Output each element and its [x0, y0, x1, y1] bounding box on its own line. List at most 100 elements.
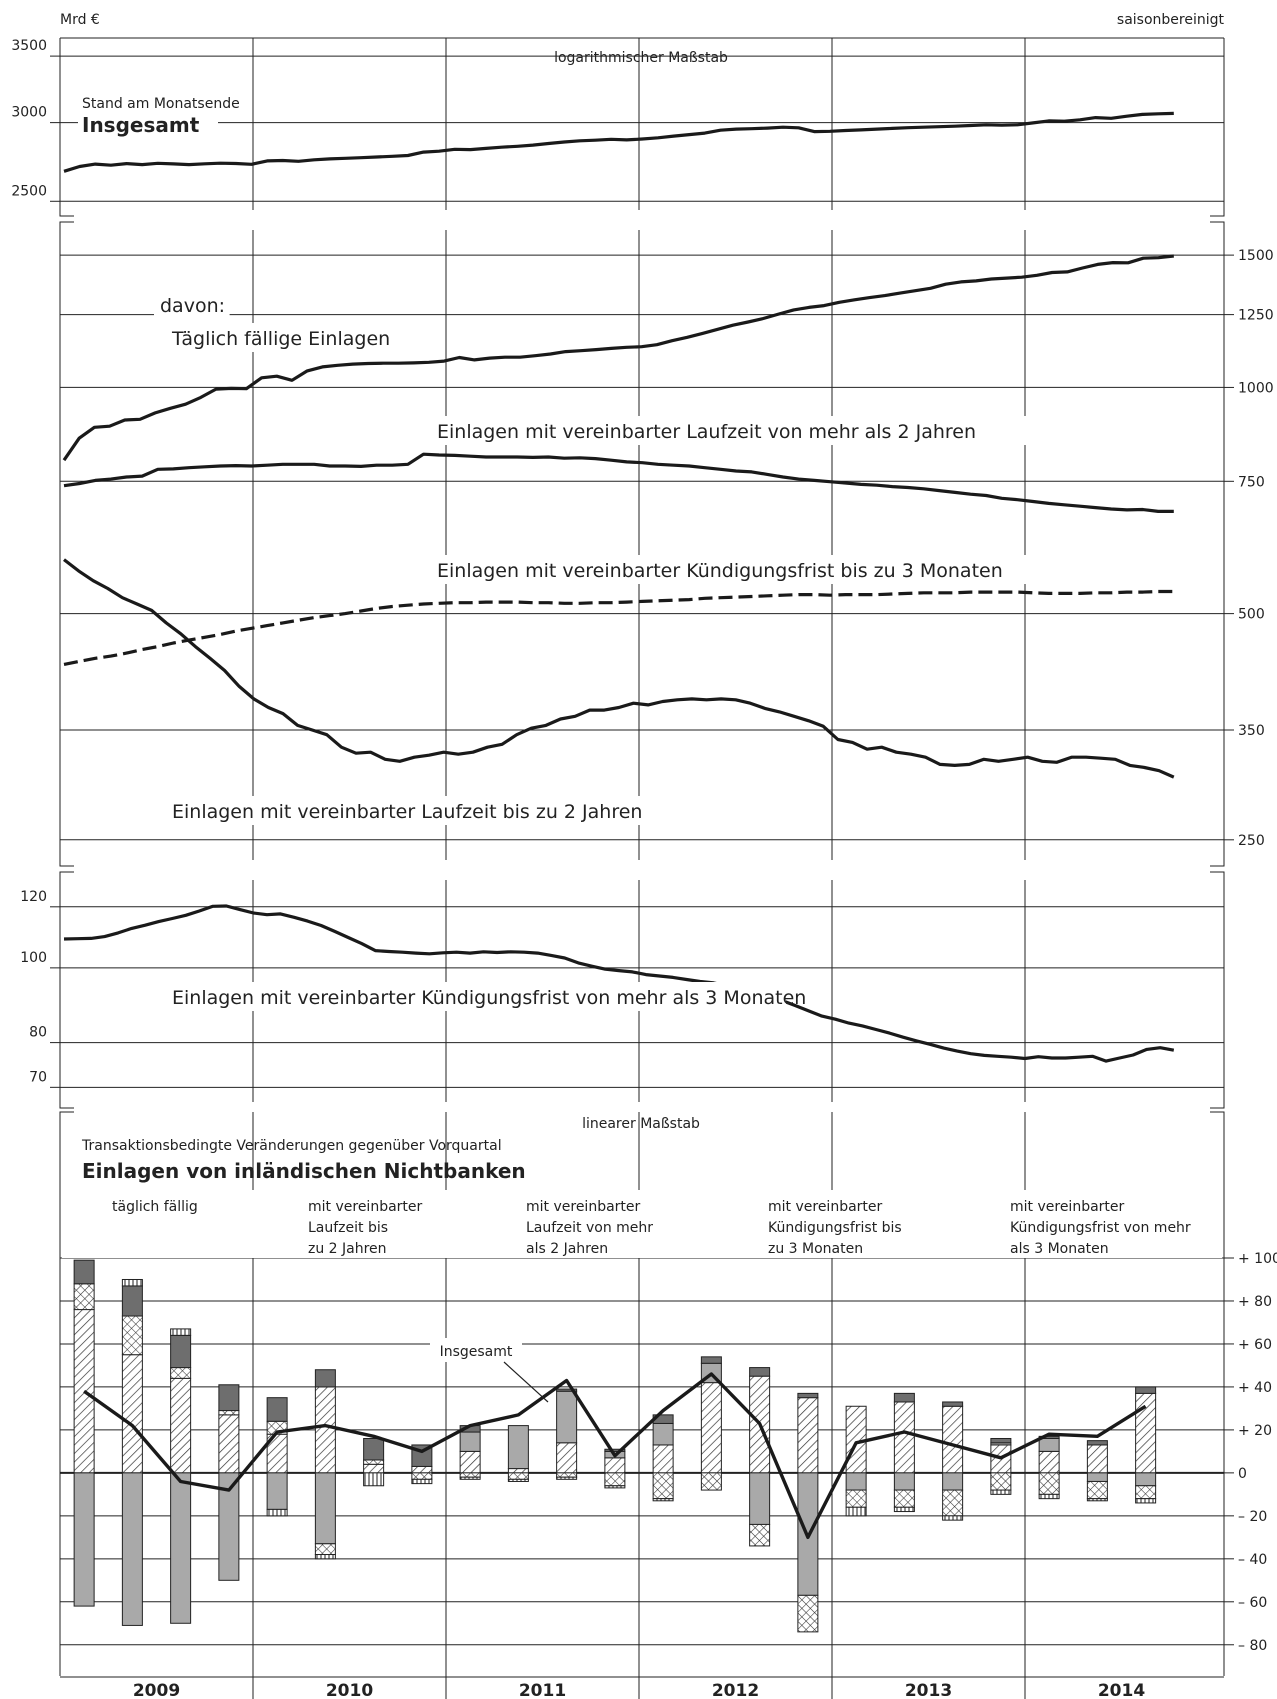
bar-segment: [1135, 1392, 1157, 1474]
bar-segment: [1135, 1386, 1157, 1394]
panel-corner: [59, 208, 74, 217]
bar-segment: [652, 1444, 674, 1474]
bar-segment: [990, 1472, 1012, 1491]
series-line: [63, 904, 1175, 1063]
bar-segment: [749, 1523, 771, 1547]
bar-segment: [411, 1478, 433, 1485]
label-backdrop: [166, 796, 708, 825]
bar-segment: [652, 1498, 674, 1502]
unit-label: Mrd €: [60, 12, 100, 28]
series-line: [63, 589, 1174, 666]
series-line: [63, 452, 1174, 513]
series-label-notice-short: Einlagen mit vereinbarter Kündigungsfris…: [437, 560, 1003, 582]
year-label: 2011: [519, 1681, 566, 1699]
series-line: [63, 558, 1175, 779]
bar-segment: [797, 1392, 819, 1399]
y-tick-label: 120: [20, 889, 47, 905]
bar-segment: [170, 1472, 192, 1624]
bar-segment: [1135, 1472, 1157, 1487]
bar-segment: [942, 1515, 964, 1521]
series-line: [62, 254, 1174, 462]
y-tick-label: + 60: [1238, 1337, 1272, 1353]
y-tick-label: 750: [1238, 474, 1265, 490]
legend-label-line: als 3 Monaten: [1010, 1241, 1109, 1257]
y-tick-label: 3000: [11, 105, 47, 121]
legend-label-line: zu 3 Monaten: [768, 1241, 863, 1257]
legend-label-line: mit vereinbarter: [526, 1199, 641, 1215]
legend-label-line: Kündigungsfrist bis: [768, 1220, 902, 1236]
bar-segment: [604, 1485, 626, 1489]
bar-segment: [990, 1489, 1012, 1495]
bar-segment: [556, 1388, 578, 1392]
bar-segment: [652, 1422, 674, 1446]
panel-corner: [1210, 221, 1225, 230]
bar-segment: [990, 1437, 1012, 1444]
panel-corner: [59, 1111, 74, 1120]
bar-segment: [1038, 1493, 1060, 1500]
y-tick-label: – 80: [1238, 1638, 1267, 1654]
bar-segment: [121, 1472, 143, 1626]
total-label: Insgesamt: [440, 1344, 513, 1360]
bar-segment: [218, 1384, 240, 1412]
label-backdrop: [431, 416, 1037, 445]
bar-segment: [170, 1377, 192, 1474]
legend-label-line: täglich fällig: [112, 1199, 198, 1215]
y-tick-label: + 40: [1238, 1380, 1272, 1396]
bar-segment: [459, 1450, 481, 1474]
panel-corner: [1210, 208, 1225, 217]
bar-segment: [797, 1594, 819, 1633]
log-scale-label: logarithmischer Maßstab: [554, 50, 728, 66]
bar-segment: [121, 1278, 143, 1287]
bar-segment: [1086, 1440, 1108, 1446]
label-backdrop: [154, 290, 230, 319]
bar-segment: [942, 1489, 964, 1517]
legend-label-line: Kündigungsfrist von mehr: [1010, 1220, 1191, 1236]
bar-segment: [1135, 1498, 1157, 1504]
panel-corner: [59, 871, 74, 880]
y-tick-label: 0: [1238, 1466, 1247, 1482]
adjustment-label: saisonbereinigt: [1117, 12, 1225, 28]
bar-segment: [363, 1459, 385, 1465]
bar-segment: [604, 1448, 626, 1452]
legend-label-line: Laufzeit bis: [308, 1220, 388, 1236]
bar-segment: [459, 1431, 481, 1452]
bar-segment: [73, 1283, 95, 1311]
bar-segment: [266, 1397, 288, 1422]
bar-segment: [893, 1392, 915, 1403]
bar-segment: [507, 1468, 529, 1474]
y-tick-label: + 100: [1238, 1251, 1277, 1267]
y-tick-label: 500: [1238, 607, 1265, 623]
panel-corner: [1210, 858, 1225, 867]
year-label: 2013: [905, 1681, 952, 1699]
bar-segment: [507, 1425, 529, 1470]
panel-corner: [59, 221, 74, 230]
bar-segment: [652, 1472, 674, 1500]
bar-segment: [507, 1472, 529, 1480]
bar-segment: [266, 1472, 288, 1510]
year-label: 2012: [712, 1681, 759, 1699]
panel-corner: [1210, 1111, 1225, 1120]
bar-segment: [1038, 1450, 1060, 1474]
bar-segment: [845, 1506, 867, 1517]
bar-segment: [170, 1328, 192, 1336]
bar-segment: [314, 1543, 336, 1556]
bar-segment: [266, 1508, 288, 1517]
series-label-short-term: Einlagen mit vereinbarter Laufzeit bis z…: [172, 801, 642, 823]
bar-segment: [1086, 1472, 1108, 1482]
bar-segment: [604, 1457, 626, 1474]
bar-segment: [942, 1405, 964, 1474]
bar-segment: [314, 1369, 336, 1388]
y-tick-label: 80: [29, 1025, 47, 1041]
series-label-long-term: Einlagen mit vereinbarter Laufzeit von m…: [437, 421, 976, 443]
y-tick-label: – 40: [1238, 1552, 1267, 1568]
components-intro-label: davon:: [160, 295, 225, 317]
y-tick-label: 1250: [1238, 308, 1274, 324]
bar-segment: [749, 1472, 771, 1525]
panel-corner: [59, 1100, 74, 1109]
label-backdrop: [431, 555, 1058, 584]
bar-segment: [459, 1476, 481, 1480]
bar-segment: [797, 1397, 819, 1474]
y-tick-label: 70: [29, 1069, 47, 1085]
legend-backdrop: [62, 1190, 1222, 1258]
bar-segment: [556, 1476, 578, 1480]
